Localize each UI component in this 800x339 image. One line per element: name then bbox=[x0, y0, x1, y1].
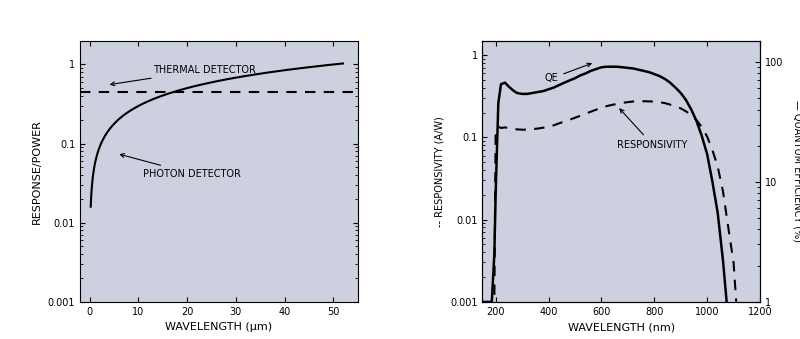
Text: THERMAL DETECTOR: THERMAL DETECTOR bbox=[110, 65, 256, 86]
Text: PHOTON DETECTOR: PHOTON DETECTOR bbox=[121, 154, 241, 179]
Y-axis label: RESPONSE/POWER: RESPONSE/POWER bbox=[32, 119, 42, 224]
X-axis label: WAVELENGTH (nm): WAVELENGTH (nm) bbox=[568, 322, 674, 332]
Y-axis label: -- RESPONSIVITY (A/W): -- RESPONSIVITY (A/W) bbox=[434, 116, 445, 226]
Text: QE: QE bbox=[545, 63, 591, 83]
Y-axis label: — QUANTUM EFFICIENCY (%): — QUANTUM EFFICIENCY (%) bbox=[793, 100, 800, 242]
X-axis label: WAVELENGTH (μm): WAVELENGTH (μm) bbox=[166, 322, 272, 332]
Text: RESPONSIVITY: RESPONSIVITY bbox=[618, 109, 688, 149]
